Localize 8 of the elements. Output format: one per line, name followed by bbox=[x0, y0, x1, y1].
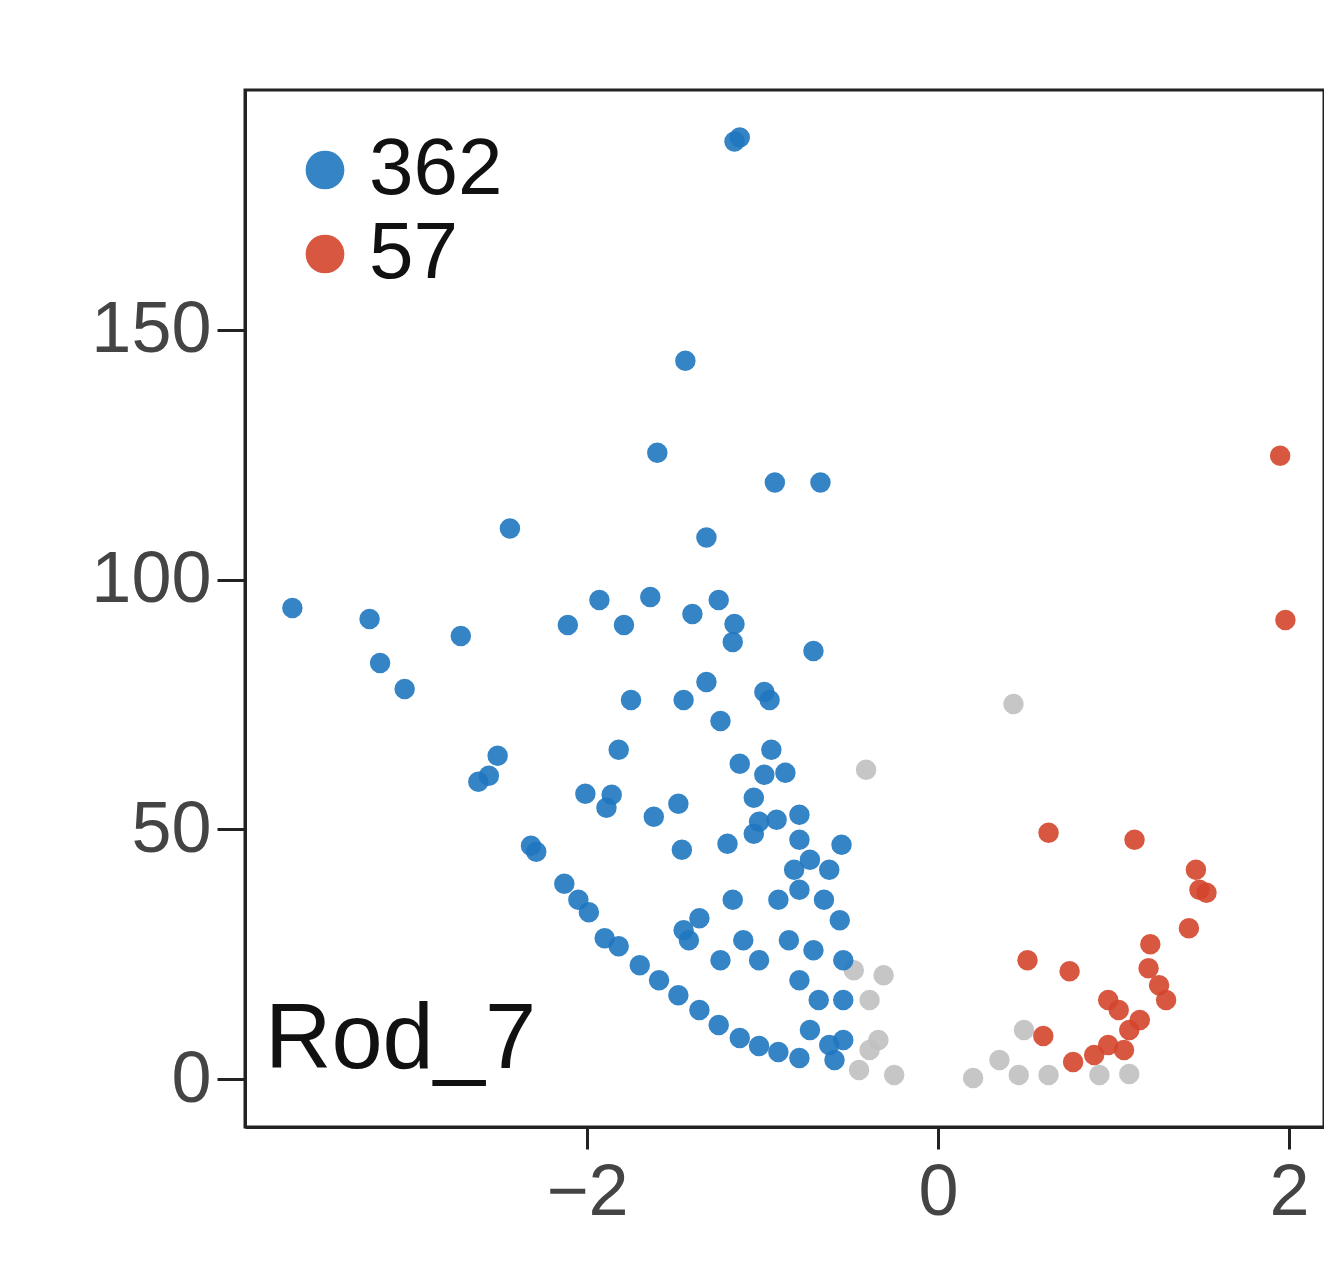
annotation: Rod_7 bbox=[265, 985, 537, 1087]
y-tick-label: 100 bbox=[91, 537, 212, 618]
x-tick-label: −2 bbox=[546, 1149, 629, 1230]
y-tick-label: 150 bbox=[91, 287, 212, 368]
y-tick-label: 50 bbox=[131, 786, 212, 867]
x-tick-label: 2 bbox=[1269, 1149, 1310, 1230]
x-tick-label: 0 bbox=[918, 1149, 959, 1230]
y-tick-label: 0 bbox=[171, 1036, 212, 1117]
